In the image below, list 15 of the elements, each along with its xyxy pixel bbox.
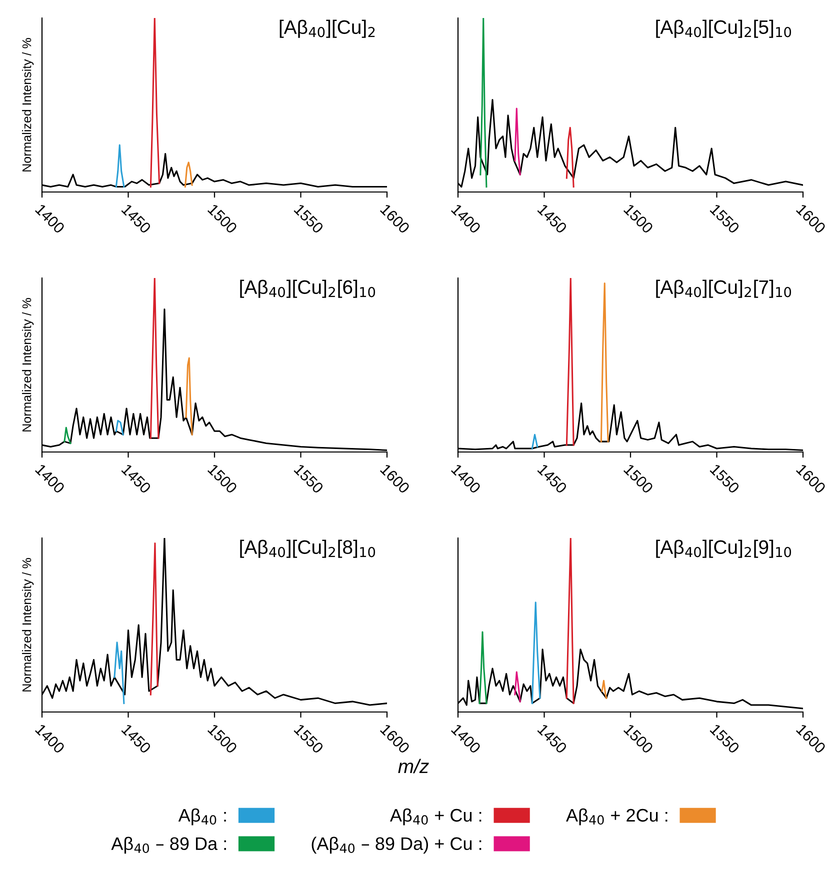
y-axis-title: Normalized Intensity / % xyxy=(22,298,34,432)
y-axis-title: Normalized Intensity / % xyxy=(22,38,34,172)
chart-title: [Aβ$_{40}$][Cu]$_{2}$[9]$_{10}$ xyxy=(656,540,792,558)
chart-title: [Aβ$_{40}$][Cu]$_{2}$[8]$_{10}$ xyxy=(240,540,376,558)
legend-label: Aβ$_{40}$ – 89 Da : xyxy=(111,836,226,854)
chart-title: [Aβ$_{40}$][Cu]$_{2}$[7]$_{10}$ xyxy=(656,280,792,298)
y-axis-title: Normalized Intensity / % xyxy=(22,558,34,692)
x-axis-title: m/z xyxy=(398,758,429,774)
chart-title: [Aβ$_{40}$][Cu]$_{2}$ xyxy=(280,20,375,38)
legend-label: Aβ$_{40}$ + Cu : xyxy=(390,808,482,826)
chart-title: [Aβ$_{40}$][Cu]$_{2}$[5]$_{10}$ xyxy=(656,20,792,38)
legend-label: Aβ$_{40}$ : xyxy=(178,808,226,826)
chart-title: [Aβ$_{40}$][Cu]$_{2}$[6]$_{10}$ xyxy=(240,280,376,298)
legend-label: Aβ$_{40}$ + 2Cu : xyxy=(566,808,668,826)
legend-label: (Aβ$_{40}$ – 89 Da) + Cu : xyxy=(312,836,482,854)
